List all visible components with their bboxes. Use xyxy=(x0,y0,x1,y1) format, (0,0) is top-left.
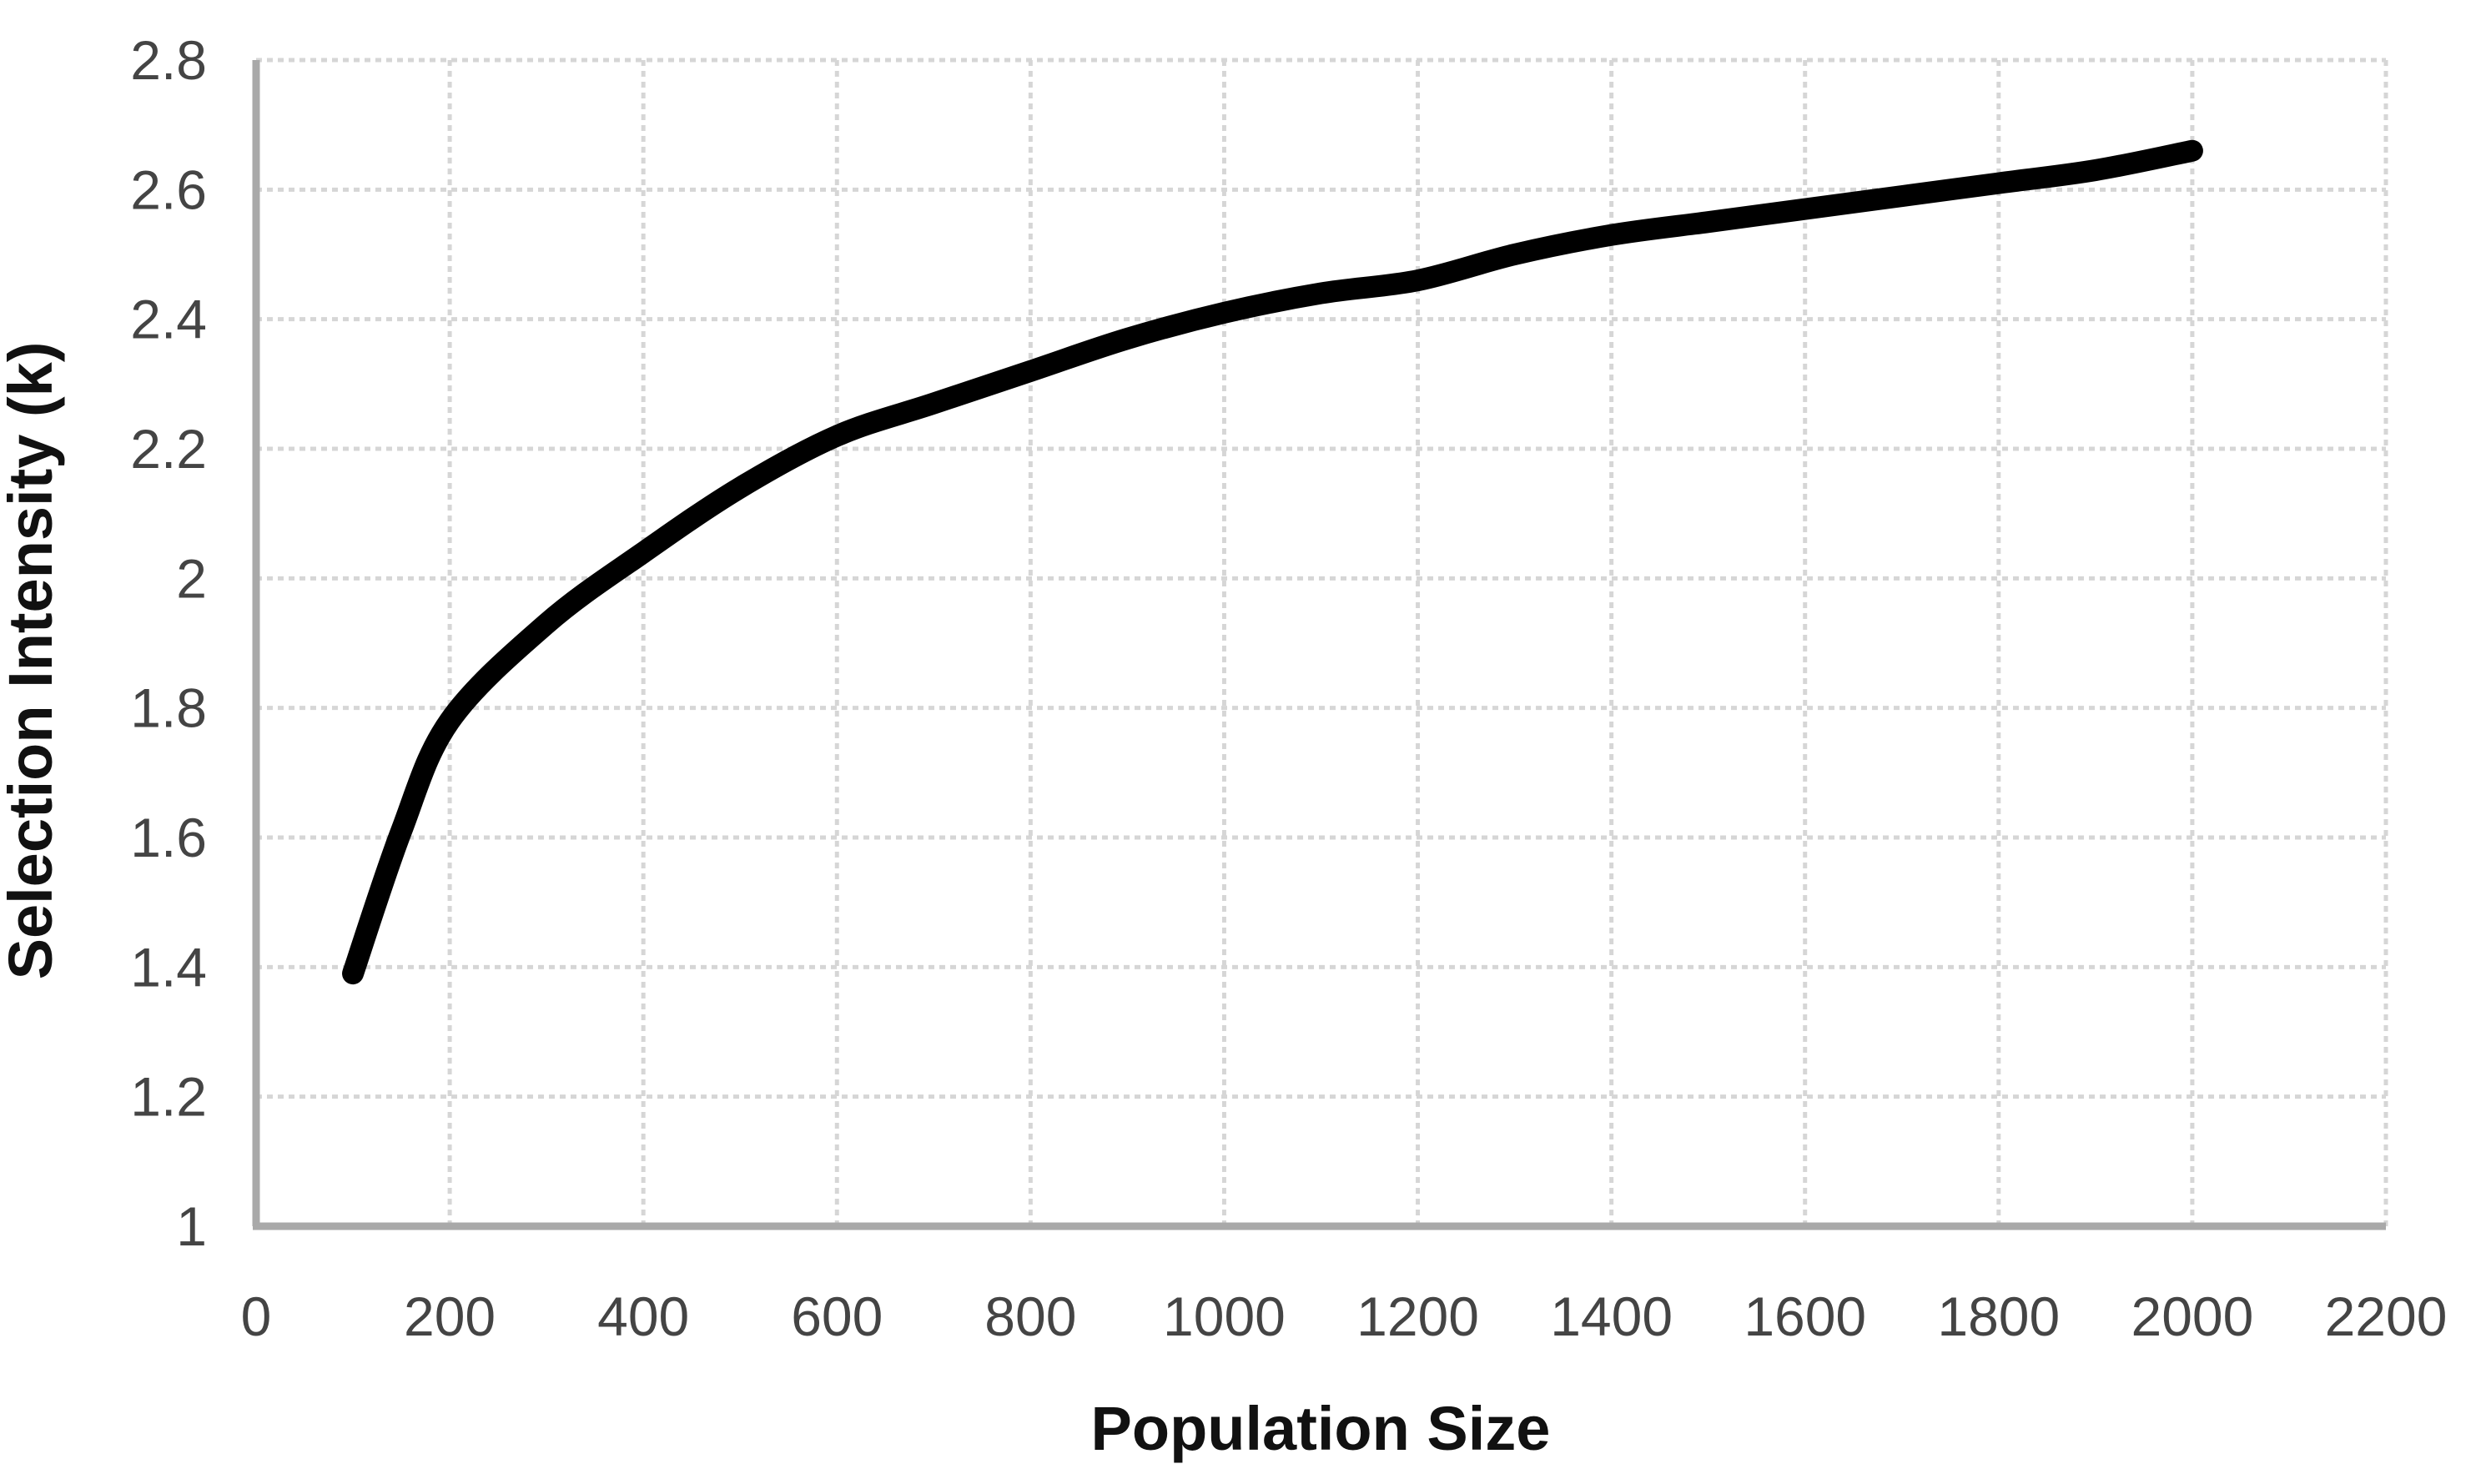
y-tick-label: 2.6 xyxy=(130,158,207,220)
x-tick-label: 2200 xyxy=(2325,1285,2448,1347)
y-tick-label: 2.8 xyxy=(130,29,207,91)
x-axis-title: Population Size xyxy=(1091,1394,1551,1463)
x-tick-label: 0 xyxy=(241,1285,272,1347)
gridlines xyxy=(256,58,2388,1226)
x-tick-label: 2000 xyxy=(2131,1285,2253,1347)
y-tick-label: 1.2 xyxy=(130,1066,207,1128)
x-tick-label: 1600 xyxy=(1744,1285,1866,1347)
x-tick-label: 1200 xyxy=(1356,1285,1479,1347)
y-tick-label: 1.8 xyxy=(130,677,207,739)
y-tick-label: 2.4 xyxy=(130,289,207,350)
x-tick-label: 200 xyxy=(404,1285,496,1347)
x-tick-label: 600 xyxy=(791,1285,883,1347)
x-tick-label: 400 xyxy=(597,1285,689,1347)
x-tick-label: 1000 xyxy=(1163,1285,1286,1347)
x-tick-label: 1800 xyxy=(1937,1285,2060,1347)
data-curve xyxy=(342,139,2203,985)
y-tick-label: 1 xyxy=(176,1195,207,1257)
y-tick-label: 1.4 xyxy=(130,936,207,998)
y-axis-title: Selection Intensity (k) xyxy=(0,342,65,980)
x-tick-label: 1400 xyxy=(1550,1285,1673,1347)
y-tick-label: 1.6 xyxy=(130,807,207,868)
y-tick-labels: 1 1.2 1.4 1.6 1.8 2 2.2 2.4 2.6 2.8 xyxy=(130,29,207,1257)
y-tick-label: 2 xyxy=(176,547,207,609)
y-tick-label: 2.2 xyxy=(130,418,207,480)
x-tick-labels: 0 200 400 600 800 1000 1200 1400 1600 1800 2000 220… xyxy=(241,1285,2448,1347)
x-tick-label: 800 xyxy=(984,1285,1076,1347)
